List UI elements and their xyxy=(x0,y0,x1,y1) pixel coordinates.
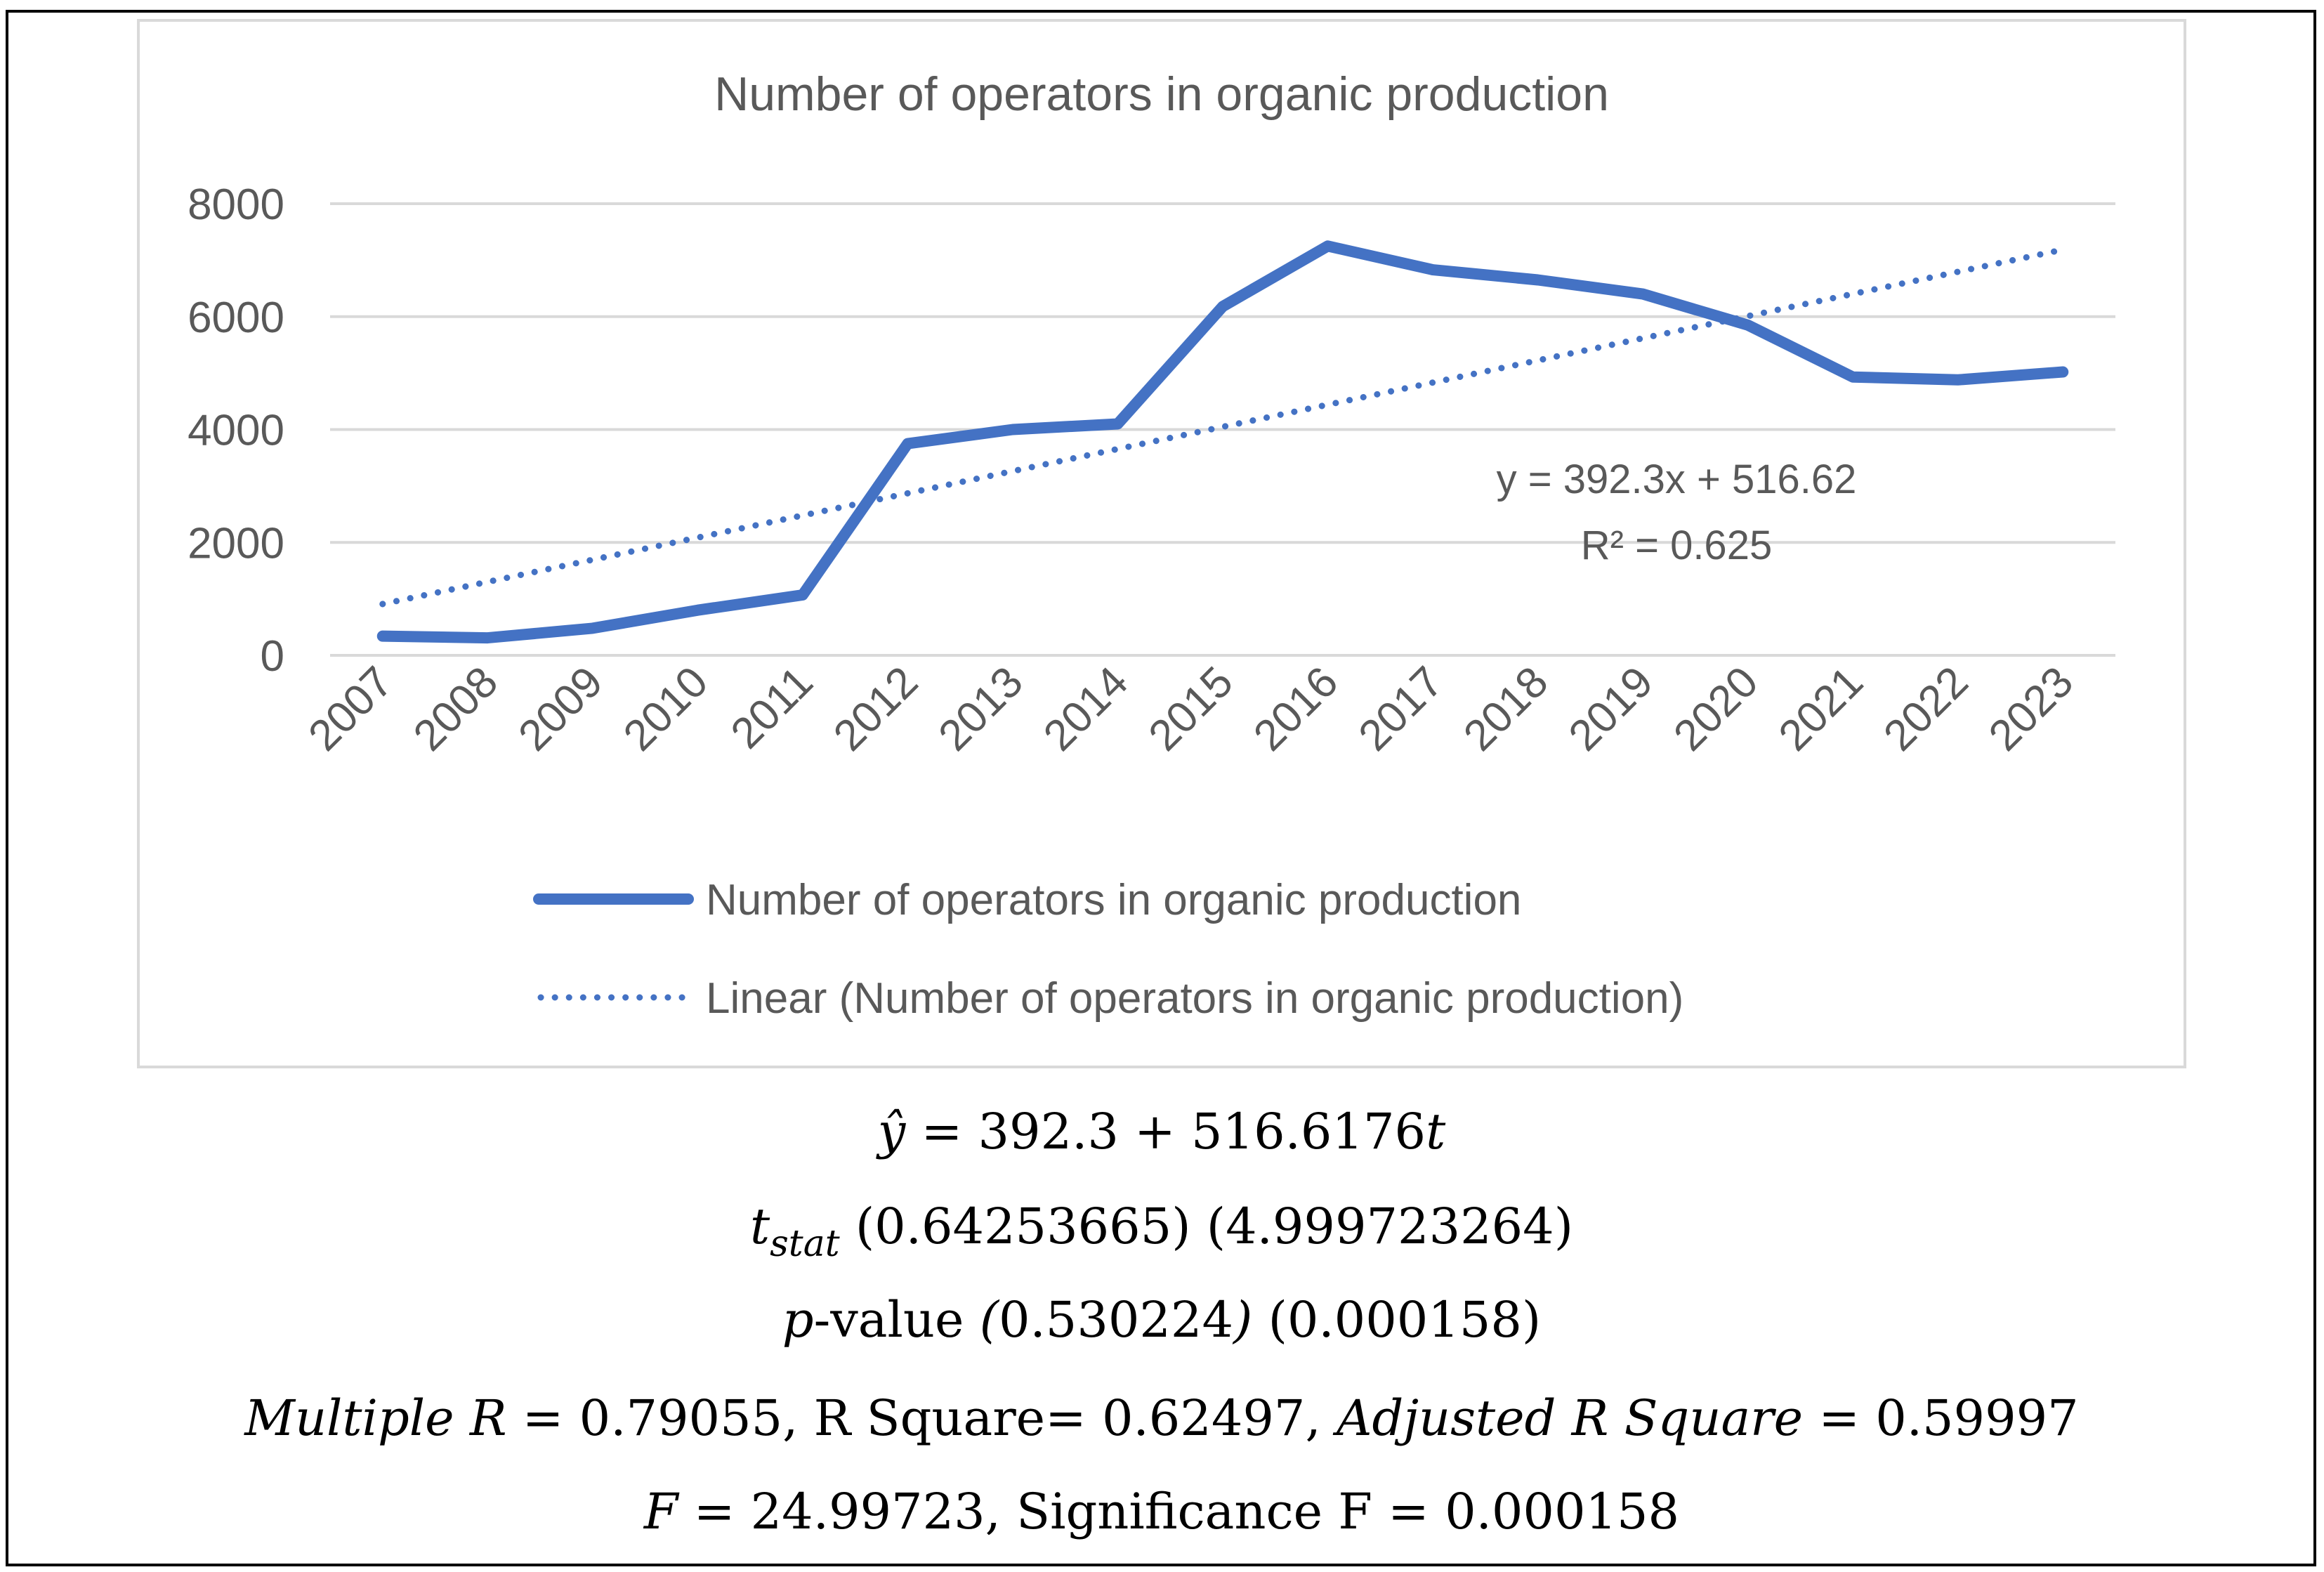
regression-equation-body: = 392.3 + 516.6176 xyxy=(905,1103,1426,1160)
series-layer xyxy=(376,240,2069,644)
multiple-r-value: = 0.79055, R Square= 0.62497, xyxy=(507,1389,1337,1447)
gridlines xyxy=(330,202,2115,657)
t-symbol: t xyxy=(750,1198,770,1255)
data-point xyxy=(2061,370,2065,374)
p-symbol: p xyxy=(782,1291,814,1349)
trendline-equation: y = 392.3x + 516.62 xyxy=(1497,457,1857,502)
f-label: F xyxy=(643,1483,680,1540)
data-point xyxy=(906,442,910,445)
p-value-2: (0.000158) xyxy=(1252,1291,1541,1349)
data-point xyxy=(591,627,594,630)
data-point xyxy=(1851,375,1855,379)
data-point xyxy=(1956,378,1959,381)
p-value-paren-open: ( xyxy=(980,1291,1000,1349)
data-point xyxy=(801,593,804,596)
data-point xyxy=(1326,244,1330,248)
y-tick-label: 2000 xyxy=(188,519,284,568)
trendline-r-squared: R² = 0.625 xyxy=(1581,523,1772,568)
fit-statistics-line: Multiple R = 0.79055, R Square= 0.62497,… xyxy=(243,1389,2078,1447)
adjusted-r-square-label: Adjusted R Square xyxy=(1332,1389,1803,1447)
y-tick-label: 8000 xyxy=(188,181,284,229)
f-statistic-line: F = 24.99723, Significance F = 0.000158 xyxy=(643,1483,1679,1540)
p-value-label: -value xyxy=(814,1291,980,1349)
t-stat-line: tstat (0.64253665) (4.999723264) xyxy=(750,1198,1573,1265)
data-point xyxy=(1641,292,1645,296)
data-point xyxy=(1431,268,1435,272)
data-point xyxy=(486,636,490,640)
data-point xyxy=(381,634,384,638)
data-point xyxy=(1011,428,1014,431)
adjusted-r-square-value: = 0.59997 xyxy=(1803,1389,2079,1447)
yhat-symbol: ŷ xyxy=(876,1103,907,1160)
data-point xyxy=(1746,323,1749,327)
legend-trendline-label: Linear (Number of operators in organic p… xyxy=(706,974,1683,1023)
data-point xyxy=(696,608,700,612)
data-point xyxy=(1536,278,1540,282)
y-tick-label: 0 xyxy=(261,632,284,681)
f-value: = 24.99723, Significance F = 0.000158 xyxy=(678,1483,1679,1540)
legend-series-label: Number of operators in organic productio… xyxy=(706,876,1521,924)
regression-output: ŷ = 392.3 + 516.6176t tstat (0.64253665)… xyxy=(243,1103,2078,1540)
regression-equation: ŷ = 392.3 + 516.6176t xyxy=(876,1103,1446,1160)
y-tick-label: 4000 xyxy=(188,407,284,455)
p-value-1: 0.530224 xyxy=(999,1291,1233,1349)
trendline-layer xyxy=(379,246,2066,608)
regression-equation-t: t xyxy=(1426,1103,1446,1160)
p-value-line: p-value (0.530224) (0.000158) xyxy=(782,1291,1541,1349)
t-subscript: stat xyxy=(770,1223,840,1265)
data-point xyxy=(1221,305,1224,308)
p-value-paren-close: ) xyxy=(1232,1291,1252,1349)
y-tick-label: 6000 xyxy=(188,294,284,342)
data-point xyxy=(1116,422,1120,426)
t-stat-values: (0.64253665) (4.999723264) xyxy=(840,1198,1573,1255)
y-axis-ticks: 0 2000 4000 6000 8000 xyxy=(188,181,284,681)
trendline xyxy=(379,246,2066,608)
legend: Number of operators in organic productio… xyxy=(533,876,1683,1023)
chart-title: Number of operators in organic productio… xyxy=(714,67,1609,121)
multiple-r-label: Multiple R xyxy=(243,1389,506,1447)
